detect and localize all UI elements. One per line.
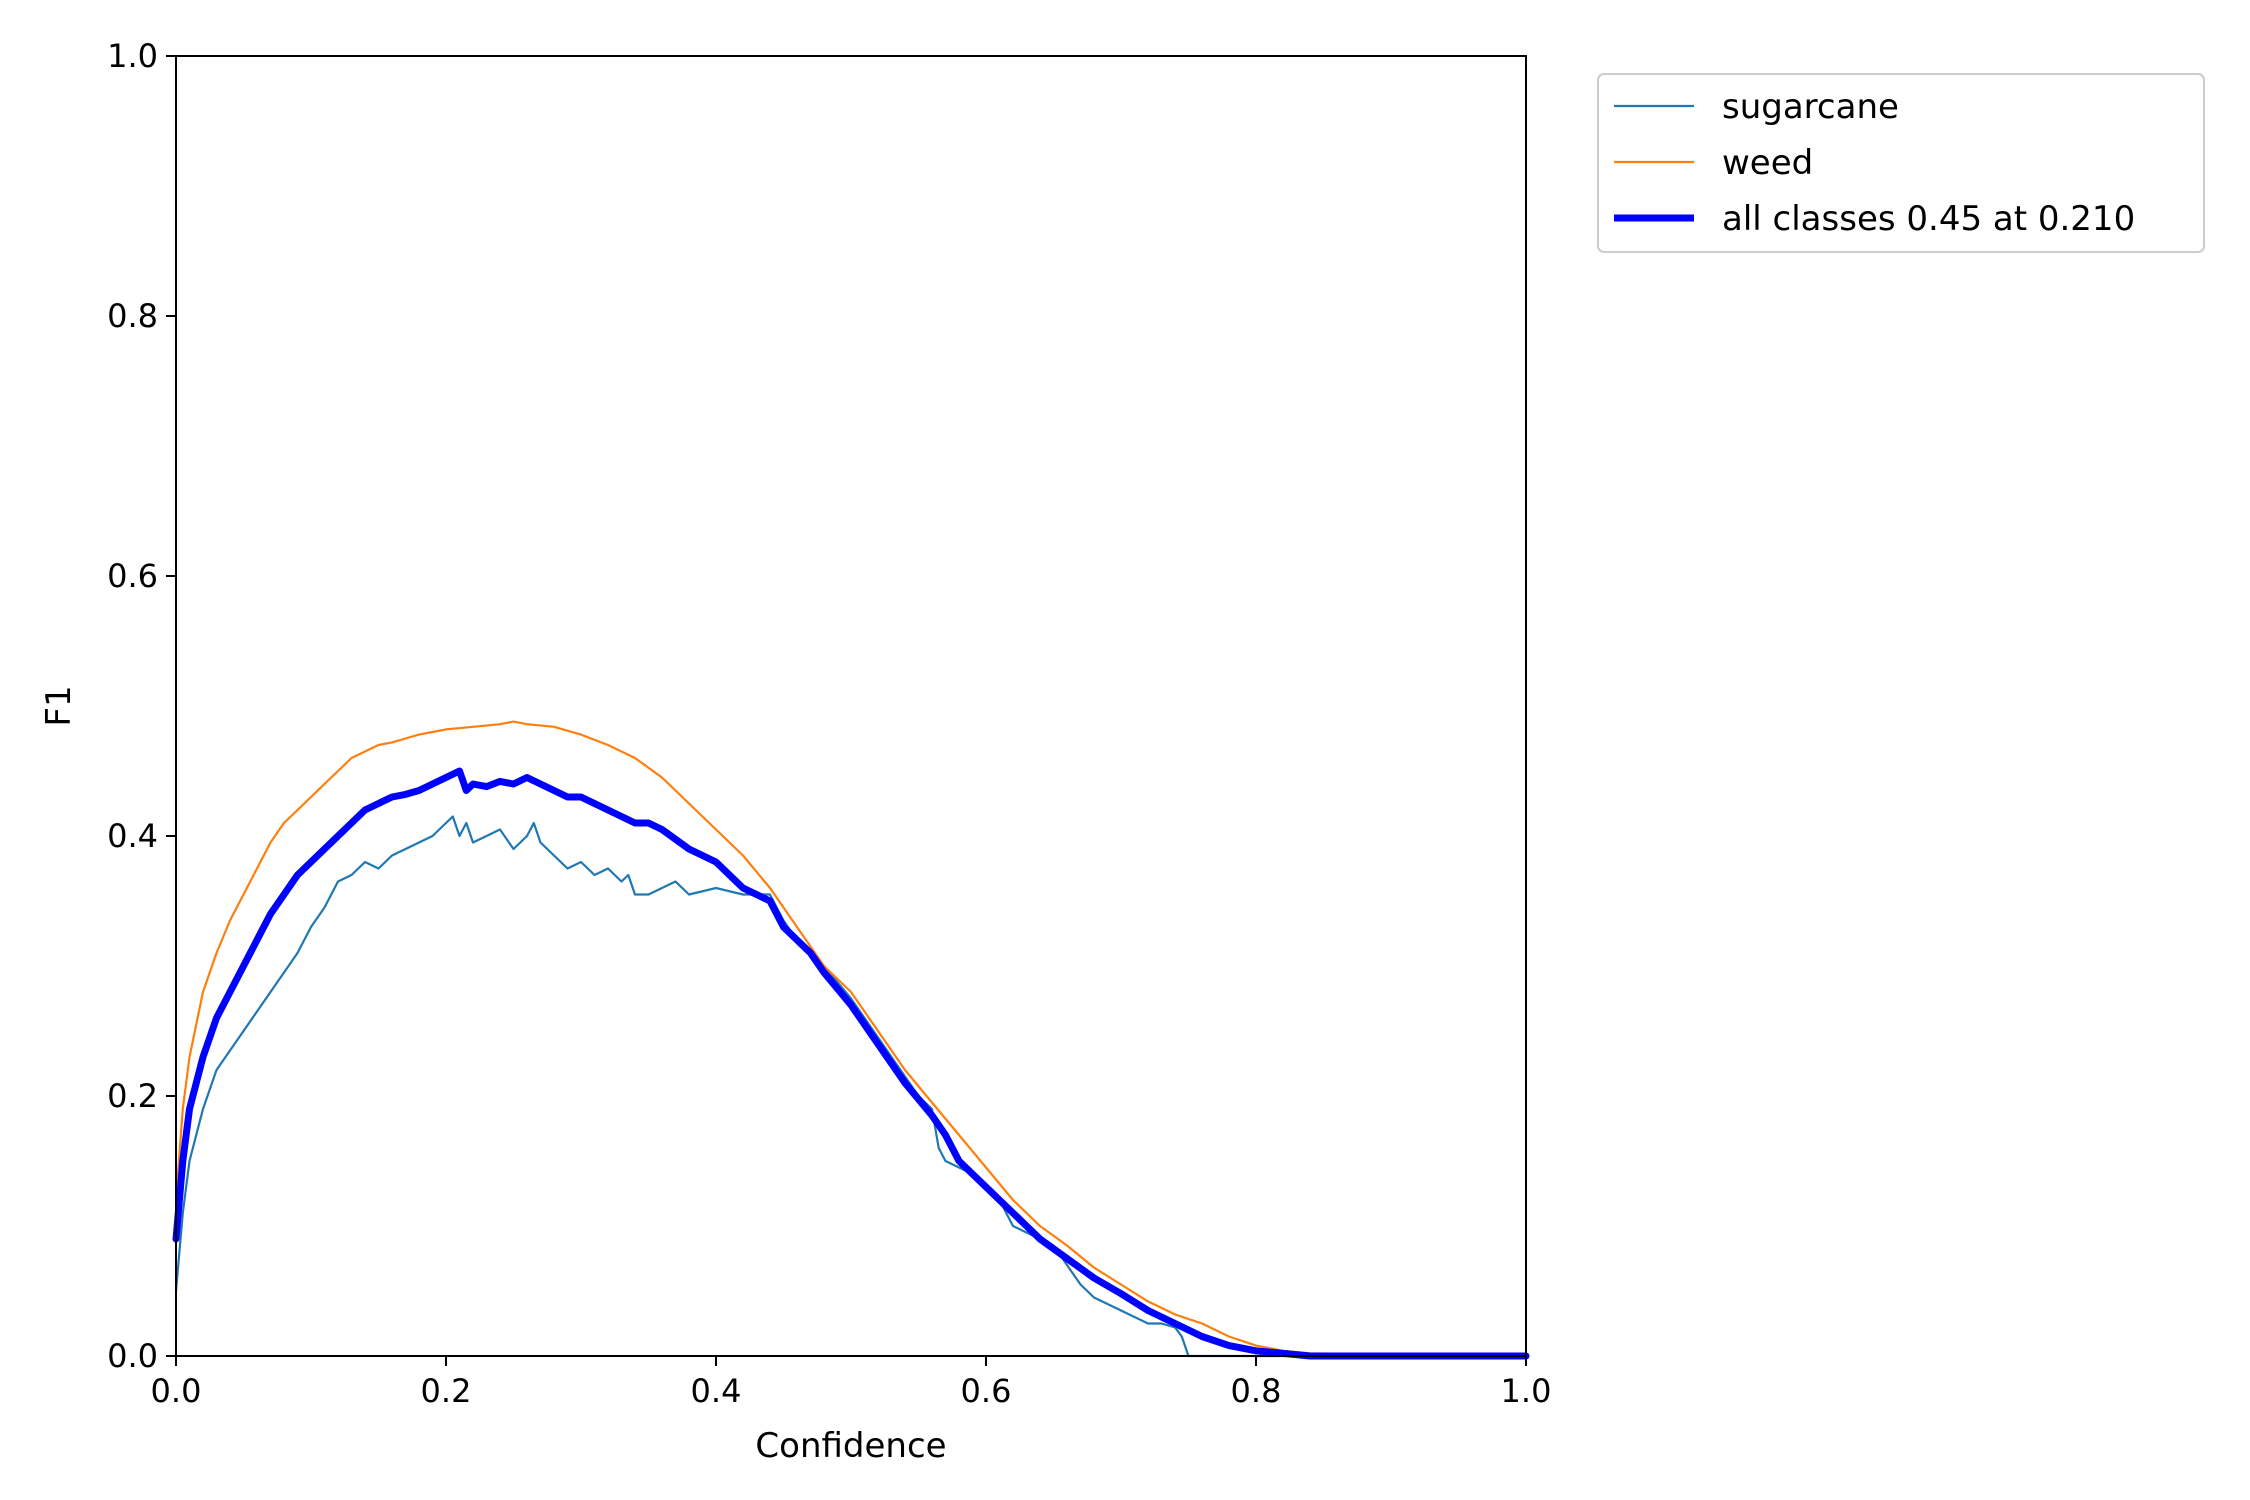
series-line-weed: [174, 720, 1528, 1358]
x-tick-label: 0.6: [961, 1372, 1012, 1410]
x-tick-label: 0.2: [421, 1372, 472, 1410]
x-tick-label: 1.0: [1501, 1372, 1552, 1410]
x-axis: 0.0 0.2 0.4 0.6 0.8 1.0: [151, 1356, 1552, 1410]
x-tick-label: 0.4: [691, 1372, 742, 1410]
y-tick-label: 0.8: [107, 297, 158, 335]
y-tick-label: 0.0: [107, 1337, 158, 1375]
y-axis: 0.0 0.2 0.4 0.6 0.8 1.0: [107, 37, 176, 1375]
legend-label: sugarcane: [1722, 87, 1899, 127]
legend-box: [1597, 73, 2205, 253]
series-line-all-classes: [172, 767, 1530, 1360]
y-tick-label: 0.6: [107, 557, 158, 595]
legend-label: all classes 0.45 at 0.210: [1722, 199, 2135, 239]
series-layer: [172, 720, 1530, 1360]
plot-area-frame: [175, 55, 1527, 1357]
legend: sugarcane weed all classes 0.45 at 0.210: [1597, 73, 2205, 253]
x-tick-label: 0.8: [1231, 1372, 1282, 1410]
y-tick-label: 1.0: [107, 37, 158, 75]
y-tick-label: 0.4: [107, 817, 158, 855]
y-axis-label: F1: [39, 685, 79, 726]
x-axis-label: Confidence: [755, 1426, 946, 1466]
y-tick-label: 0.2: [107, 1077, 158, 1115]
legend-label: weed: [1722, 143, 1813, 183]
x-tick-label: 0.0: [151, 1372, 202, 1410]
